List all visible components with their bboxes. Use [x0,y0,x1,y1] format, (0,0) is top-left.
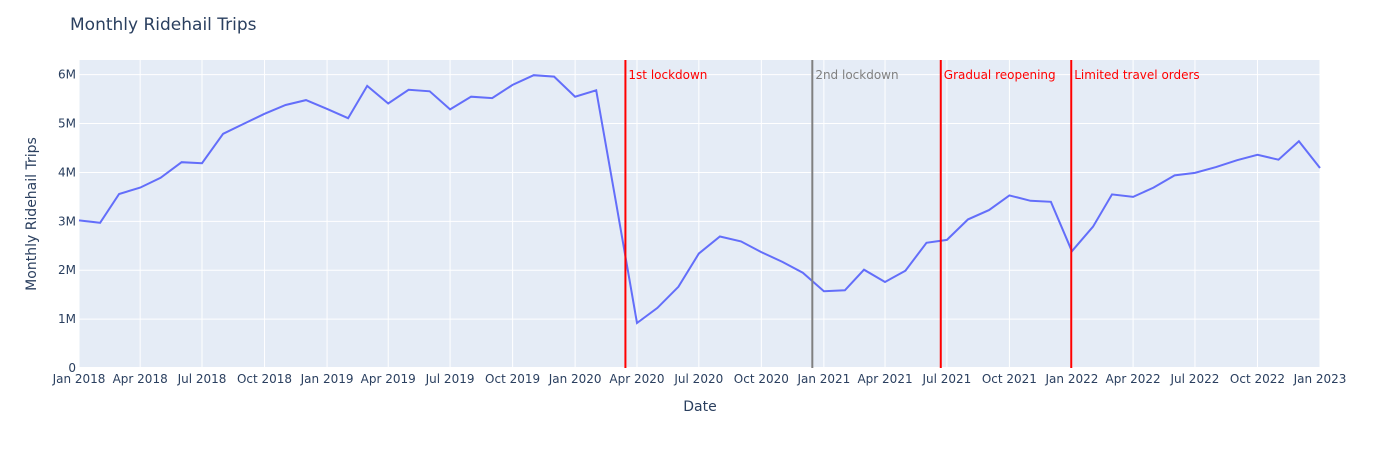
x-tick-label: Apr 2019 [361,372,416,386]
y-tick-label: 4M [58,165,76,179]
plot-area [79,60,1320,368]
x-tick-label: Oct 2019 [485,372,540,386]
x-tick-label: Jan 2021 [796,372,850,386]
y-tick-label: 5M [58,117,76,131]
x-tick-label: Apr 2021 [857,372,912,386]
x-tick-label: Jul 2022 [1170,372,1220,386]
y-tick-label: 1M [58,312,76,326]
y-axis-title: Monthly Ridehail Trips [24,137,40,291]
x-tick-label: Oct 2022 [1230,372,1285,386]
x-tick-label: Jan 2020 [548,372,602,386]
x-tick-label: Jul 2018 [177,372,227,386]
x-axis-title: Date [683,399,716,415]
x-tick-label: Jan 2019 [300,372,354,386]
y-tick-label: 0 [68,361,76,375]
y-tick-label: 3M [58,214,76,228]
x-tick-label: Oct 2018 [237,372,292,386]
event-label: 1st lockdown [628,68,707,82]
x-tick-label: Jan 2018 [52,372,106,386]
x-tick-label: Jan 2023 [1293,372,1347,386]
event-label: Limited travel orders [1074,68,1199,82]
chart-title: Monthly Ridehail Trips [70,15,257,35]
y-tick-label: 6M [58,68,76,82]
event-label: Gradual reopening [944,68,1056,82]
x-tick-label: Jul 2019 [425,372,475,386]
y-tick-label: 2M [58,263,76,277]
x-tick-label: Jul 2020 [673,372,723,386]
x-tick-label: Apr 2020 [609,372,664,386]
x-tick-label: Oct 2020 [734,372,789,386]
x-tick-label: Apr 2022 [1106,372,1161,386]
x-tick-label: Apr 2018 [113,372,168,386]
x-tick-label: Jan 2022 [1045,372,1099,386]
x-tick-label: Jul 2021 [921,372,971,386]
x-tick-label: Oct 2021 [982,372,1037,386]
event-label: 2nd lockdown [815,68,898,82]
